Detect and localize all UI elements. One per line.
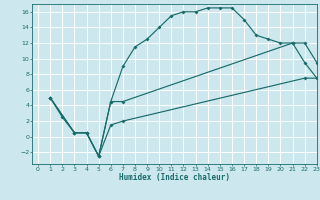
X-axis label: Humidex (Indice chaleur): Humidex (Indice chaleur) — [119, 173, 230, 182]
